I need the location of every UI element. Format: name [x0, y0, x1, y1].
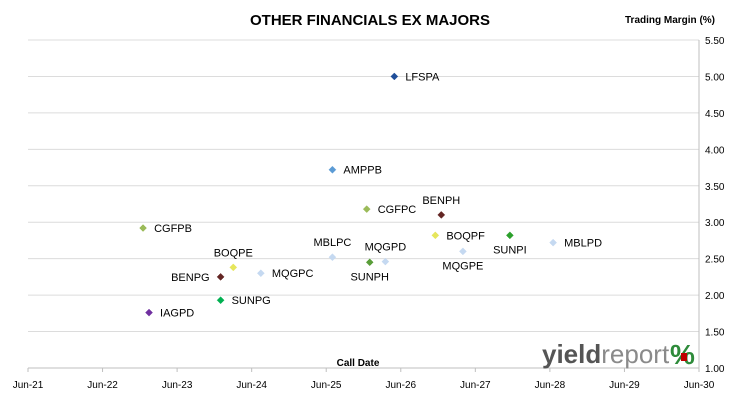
data-label-mblpd: MBLPD [564, 238, 602, 250]
data-label-cgfpc: CGFPC [378, 204, 417, 216]
data-label-sunph: SUNPH [350, 271, 389, 283]
data-label-mqgpe: MQGPE [442, 260, 483, 272]
y-tick-label: 4.00 [705, 145, 725, 156]
x-tick-label: Jun-23 [162, 380, 193, 391]
data-label-iagpd: IAGPD [160, 308, 194, 320]
y-axis-title: Trading Margin (%) [625, 15, 715, 26]
data-label-boqpe: BOQPE [214, 247, 253, 259]
data-label-mblpc: MBLPC [313, 237, 351, 249]
data-point-mqgpe[interactable] [459, 247, 467, 256]
y-tick-label: 2.00 [705, 291, 725, 302]
yieldreport-logo: yieldreport % [542, 339, 695, 370]
data-point-lfspa[interactable] [390, 72, 399, 81]
axes [27, 40, 700, 372]
data-points: LFSPA AMPPB CGFPC BENPH CGFPB BOQPF SUNPI MBLPD… [139, 71, 602, 320]
x-tick-label: Jun-22 [87, 380, 118, 391]
logo-yield: yield [542, 339, 601, 369]
y-tick-label: 3.50 [705, 182, 725, 193]
data-label-sunpg: SUNPG [232, 295, 271, 307]
data-label-sunpi: SUNPI [493, 244, 527, 256]
chart-title: OTHER FINANCIALS EX MAJORS [250, 12, 490, 29]
data-label-mqgpc: MQGPC [272, 268, 314, 280]
x-tick-label: Jun-27 [460, 380, 491, 391]
y-tick-label: 1.00 [705, 364, 725, 375]
x-axis-title: Call Date [337, 358, 380, 369]
data-point-cgfpb[interactable] [139, 224, 147, 232]
logo-text: yieldreport [542, 339, 670, 369]
y-tick-label: 1.50 [705, 328, 725, 339]
y-tick-labels: 1.00 1.50 2.00 2.50 3.00 3.50 4.00 4.50 5.00 5.50 [705, 36, 725, 375]
y-tick-label: 5.50 [705, 36, 725, 47]
logo-report: report [601, 339, 670, 369]
data-point-iagpd[interactable] [145, 308, 153, 317]
y-tick-label: 4.50 [705, 109, 725, 120]
data-point-sunpg[interactable] [216, 296, 225, 305]
data-point-mqgpc[interactable] [257, 269, 265, 278]
data-point-benph[interactable] [437, 211, 446, 219]
data-label-amppb: AMPPB [343, 165, 382, 177]
y-tick-label: 2.50 [705, 255, 725, 266]
data-label-benph: BENPH [422, 195, 460, 207]
data-label-mqgpd: MQGPD [365, 242, 407, 254]
data-point-cgfpc[interactable] [362, 205, 371, 213]
data-point-mblpd[interactable] [549, 238, 557, 247]
y-tick-label: 5.00 [705, 72, 725, 83]
data-point-amppb[interactable] [328, 165, 337, 174]
data-point-boqpe[interactable] [229, 263, 238, 272]
x-tick-label: Jun-29 [609, 380, 640, 391]
x-tick-label: Jun-26 [385, 380, 416, 391]
data-label-boqpf: BOQPF [446, 230, 485, 242]
data-point-mqgpd[interactable] [381, 257, 390, 266]
data-point-sunph[interactable] [365, 258, 374, 267]
data-point-mblpc[interactable] [328, 253, 337, 262]
data-label-lfspa: LFSPA [405, 71, 440, 83]
logo-percent-accent [681, 353, 687, 361]
x-tick-label: Jun-28 [535, 380, 566, 391]
data-point-benpg[interactable] [216, 273, 225, 281]
data-point-boqpf[interactable] [431, 231, 440, 240]
data-label-cgfpb: CGFPB [154, 223, 192, 235]
y-tick-label: 3.00 [705, 218, 725, 229]
x-tick-label: Jun-21 [13, 380, 44, 391]
data-point-sunpi[interactable] [506, 231, 514, 240]
x-tick-labels: Jun-21 Jun-22 Jun-23 Jun-24 Jun-25 Jun-26 Jun-… [13, 380, 715, 391]
gridlines [28, 39, 699, 333]
x-tick-label: Jun-25 [311, 380, 342, 391]
data-label-benpg: BENPG [171, 272, 210, 284]
x-tick-label: Jun-30 [684, 380, 715, 391]
x-tick-label: Jun-24 [236, 380, 267, 391]
